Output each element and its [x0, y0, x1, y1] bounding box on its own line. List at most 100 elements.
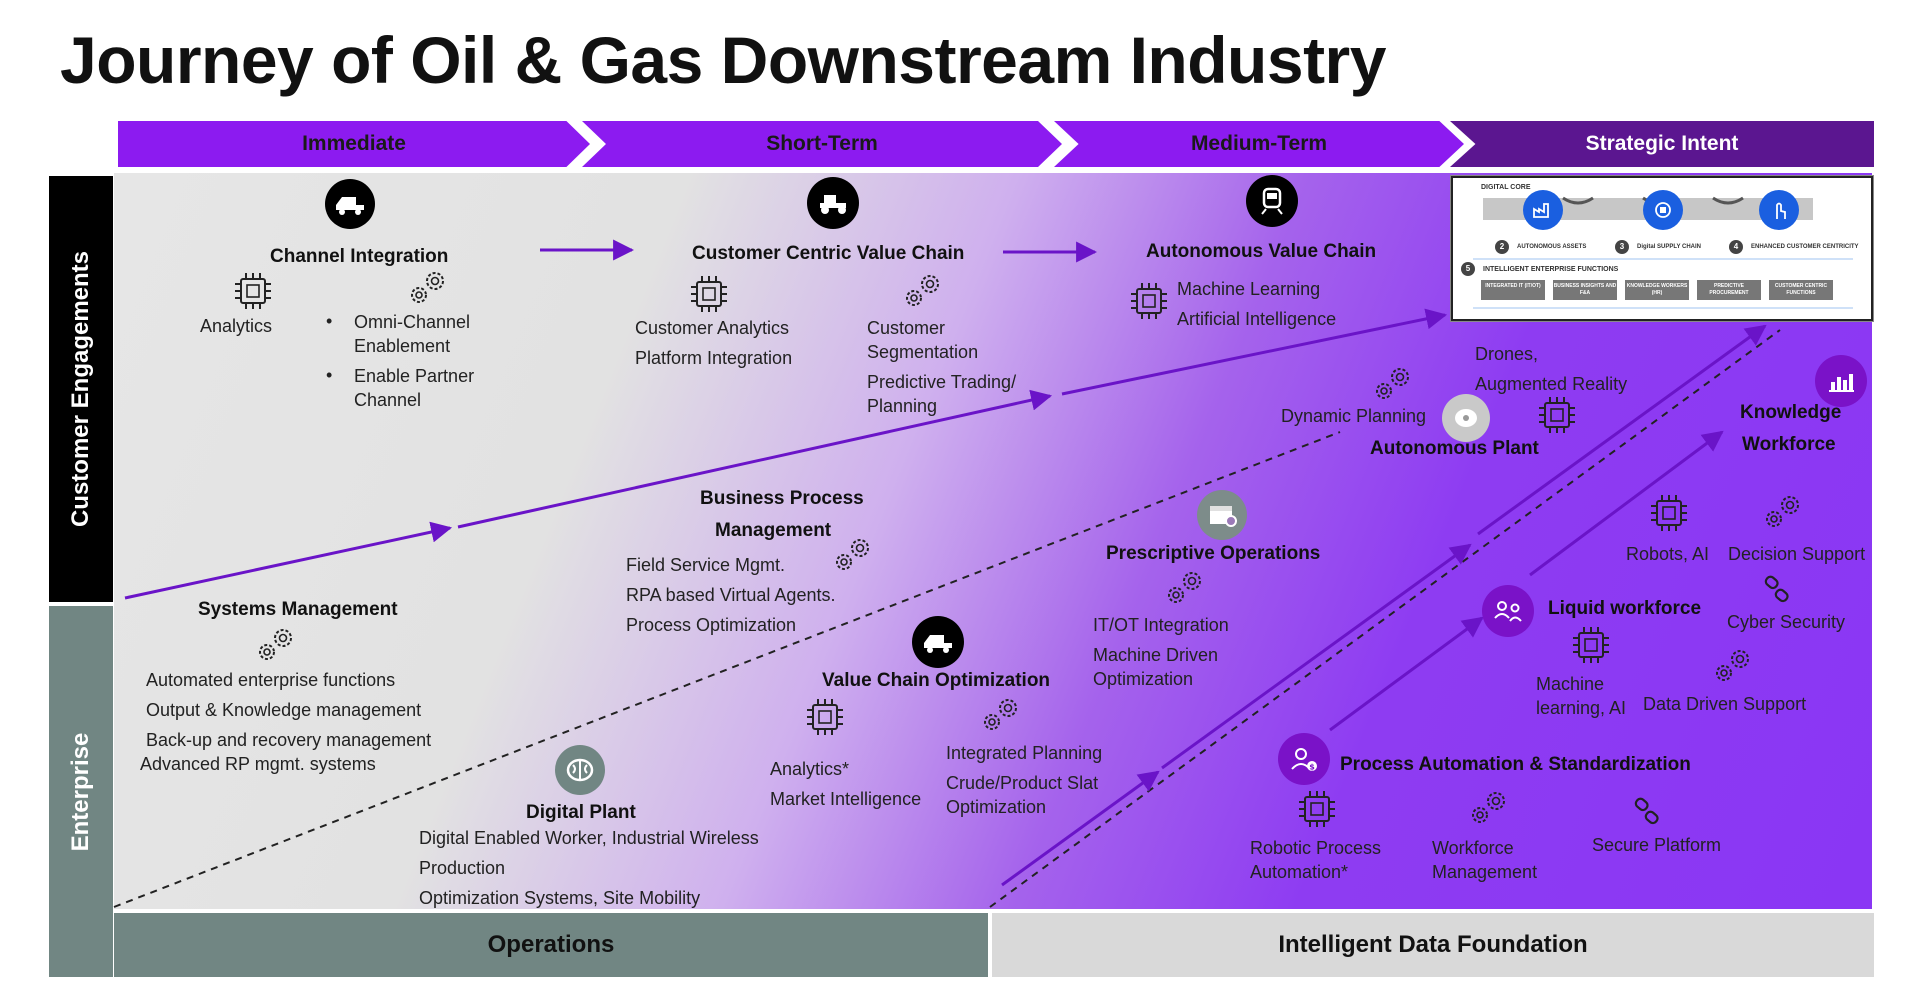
sm-item: Back-up and recovery management [146, 730, 432, 750]
idf-label: Intelligent Data Foundation [1278, 931, 1588, 958]
step-number: 2 [1495, 240, 1509, 254]
brain-idea-icon [1442, 394, 1490, 442]
gears-icon [411, 272, 444, 303]
value-chain-opt-heading: Value Chain Optimization [822, 670, 1051, 691]
gears-icon [836, 539, 869, 570]
step-number: 5 [1461, 262, 1475, 276]
sm-item: Automated enterprise functions [146, 670, 396, 690]
workforce-mgmt-label: Management [1432, 862, 1538, 882]
function-box: KNOWLEDGE WORKERS (HR) [1625, 280, 1689, 300]
vco-item: Integrated Planning [946, 743, 1103, 763]
functions-label: INTELLIGENT ENTERPRISE FUNCTIONS [1483, 266, 1619, 273]
liquid-workforce-heading: Liquid workforce [1548, 598, 1702, 619]
phase-medium-term: Medium-Term [1054, 121, 1464, 167]
calendar-gear-icon [1197, 490, 1247, 540]
user-dollar-icon: $ [1278, 733, 1330, 785]
chip-icon [1299, 791, 1335, 827]
function-box: INTEGRATED IT (IT/OT) [1481, 280, 1545, 300]
step-label: AUTONOMOUS ASSETS [1517, 244, 1587, 250]
factory-icon [1523, 190, 1563, 230]
bpm-item: Field Service Mgmt. [626, 555, 786, 575]
sm-item: Output & Knowledge management [146, 700, 422, 720]
channel-bullet: Omni-Channel [354, 312, 471, 332]
avc-item: Machine Learning [1177, 279, 1321, 299]
channel-bullet: Channel [354, 390, 422, 410]
tractor-icon [807, 177, 859, 229]
phase-label: Short-Term [766, 132, 878, 155]
train-icon [1246, 175, 1298, 227]
row-customer-engagements: Customer Engagements [49, 176, 113, 602]
bullet-dot: • [326, 311, 333, 331]
sm-item: Advanced RP mgmt. systems [140, 754, 376, 774]
chip-icon [691, 276, 727, 312]
chain-link-icon [1764, 575, 1789, 603]
phase-label: Immediate [302, 132, 406, 155]
autonomous-value-chain-heading: Autonomous Value Chain [1146, 241, 1377, 262]
channel-bullet: Enable Partner [354, 366, 475, 386]
phase-strategic-intent: Strategic Intent [1450, 121, 1874, 167]
cc-item: Planning [867, 396, 938, 416]
drones-label: Drones, [1475, 344, 1539, 364]
chip-icon [1131, 283, 1167, 319]
bpm-heading: Business Process [700, 488, 864, 509]
channel-integration-heading: Channel Integration [270, 246, 449, 267]
cc-item: Platform Integration [635, 348, 793, 368]
gears-icon [906, 275, 939, 306]
gears-icon [1168, 572, 1201, 603]
chain-link-icon [1634, 797, 1659, 825]
autonomous-plant-heading: Autonomous Plant [1370, 438, 1539, 459]
svg-text:$: $ [1309, 763, 1315, 772]
supply-chain-icon [1643, 190, 1683, 230]
knowledge-workforce-heading: Workforce [1742, 434, 1836, 455]
analytics-label: Analytics [200, 316, 273, 336]
po-item: IT/OT Integration [1093, 615, 1229, 635]
gears-icon [1376, 368, 1409, 399]
digital-core-graphic: DIGITAL CORE 2 AUTONOMOUS ASSETS 3 Digit… [1451, 176, 1873, 321]
function-box: PREDICTIVE PROCUREMENT [1697, 280, 1761, 300]
robots-label: Robots, AI [1626, 544, 1710, 564]
page-title: Journey of Oil & Gas Downstream Industry [60, 23, 1386, 97]
prescriptive-ops-heading: Prescriptive Operations [1106, 543, 1321, 564]
cyber-security-label: Cyber Security [1727, 612, 1846, 632]
knowledge-workforce-heading: Knowledge [1740, 402, 1842, 423]
po-item: Machine Driven [1093, 645, 1219, 665]
cc-item: Customer [867, 318, 946, 338]
secure-platform-label: Secure Platform [1592, 835, 1722, 855]
rpa-label: Robotic Process [1250, 838, 1382, 858]
vco-item: Analytics* [770, 759, 850, 779]
process-automation-heading: Process Automation & Standardization [1340, 754, 1691, 775]
vco-item: Optimization [946, 797, 1047, 817]
function-box: BUSINESS INSIGHTS AND F&A [1553, 280, 1617, 300]
dp-item: Production [419, 858, 506, 878]
gears-icon [1716, 650, 1749, 681]
digital-core-label: DIGITAL CORE [1481, 184, 1531, 191]
step-label: Digital SUPPLY CHAIN [1637, 244, 1702, 250]
dp-item: Optimization Systems, Site Mobility [419, 888, 701, 908]
phase-label: Strategic Intent [1585, 132, 1739, 155]
gears-icon [984, 699, 1017, 730]
bpm-item: RPA based Virtual Agents. [626, 585, 836, 605]
operations-label: Operations [487, 931, 615, 958]
chip-icon [235, 273, 271, 309]
drones-label: Augmented Reality [1475, 374, 1628, 394]
data-driven-label: Data Driven Support [1643, 694, 1807, 714]
chip-icon [1573, 627, 1609, 663]
step-label: ENHANCED CUSTOMER CENTRICITY [1751, 244, 1859, 250]
truck-icon [325, 179, 375, 229]
row-enterprise: Enterprise [49, 606, 113, 977]
phase-short-term: Short-Term [582, 121, 1062, 167]
intelligent-data-foundation-bar: Intelligent Data Foundation [992, 913, 1874, 977]
cc-item: Customer Analytics [635, 318, 790, 338]
people-exchange-icon [1482, 585, 1534, 637]
chart-icon [1815, 355, 1867, 407]
digital-plant-heading: Digital Plant [526, 802, 636, 823]
cc-item: Predictive Trading/ [867, 372, 1017, 392]
rpa-label: Automation* [1250, 862, 1349, 882]
bpm-item: Process Optimization [626, 615, 797, 635]
dashed-lines [113, 329, 1781, 908]
function-box: CUSTOMER CENTRIC FUNCTIONS [1769, 280, 1833, 300]
phase-label: Medium-Term [1190, 132, 1328, 155]
avc-item: Artificial Intelligence [1177, 309, 1337, 329]
phase-immediate: Immediate [118, 121, 590, 167]
